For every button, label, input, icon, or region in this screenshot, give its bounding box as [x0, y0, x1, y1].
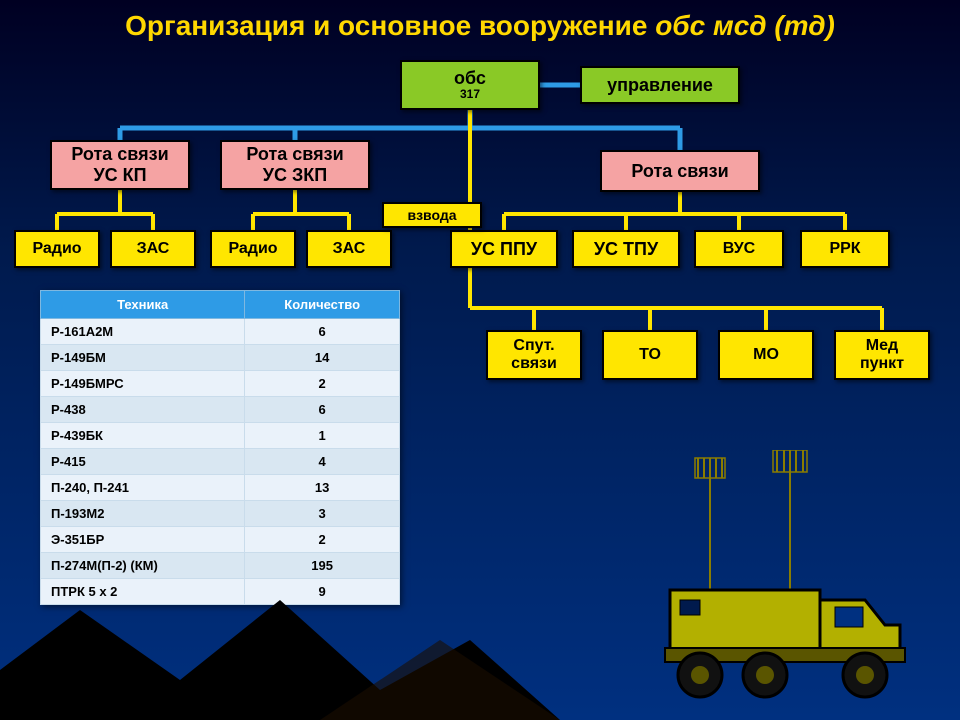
vzvoda-label-box: взвода [382, 202, 482, 228]
truck-icon [640, 450, 940, 710]
node-vus: ВУС [694, 230, 784, 268]
table-row: Р-149БМРС2 [41, 371, 400, 397]
table-row: П-274М(П-2) (КМ)195 [41, 553, 400, 579]
equipment-table: Техника Количество Р-161А2М6Р-149БМ14Р-1… [40, 290, 400, 605]
node-rota3: Рота связи [600, 150, 760, 192]
table-row: Р-439БК1 [41, 423, 400, 449]
node-radio1: Радио [14, 230, 100, 268]
node-obs: обс317 [400, 60, 540, 110]
node-radio2: Радио [210, 230, 296, 268]
col-header-qty: Количество [245, 291, 400, 319]
node-upravlenie: управление [580, 66, 740, 104]
node-rota2: Рота связиУС ЗКП [220, 140, 370, 190]
table-row: Э-351БР2 [41, 527, 400, 553]
node-ustpu: УС ТПУ [572, 230, 680, 268]
node-med: Медпункт [834, 330, 930, 380]
table-row: П-193М23 [41, 501, 400, 527]
node-usppu: УС ППУ [450, 230, 558, 268]
node-to: ТО [602, 330, 698, 380]
node-zas1: ЗАС [110, 230, 196, 268]
table-row: Р-4154 [41, 449, 400, 475]
title-main: Организация и основное вооружение [125, 10, 655, 41]
table-row: Р-4386 [41, 397, 400, 423]
table-row: Р-149БМ14 [41, 345, 400, 371]
table-row: ПТРК 5 х 29 [41, 579, 400, 605]
title-italic: обс мсд (тд) [655, 10, 835, 41]
node-zas2: ЗАС [306, 230, 392, 268]
node-sput: Спут.связи [486, 330, 582, 380]
table-row: Р-161А2М6 [41, 319, 400, 345]
vzvoda-text: взвода [407, 207, 456, 223]
table-row: П-240, П-24113 [41, 475, 400, 501]
page-title: Организация и основное вооружение обс мс… [0, 10, 960, 42]
node-rota1: Рота связиУС КП [50, 140, 190, 190]
node-rrk: РРК [800, 230, 890, 268]
col-header-tech: Техника [41, 291, 245, 319]
node-mo: МО [718, 330, 814, 380]
